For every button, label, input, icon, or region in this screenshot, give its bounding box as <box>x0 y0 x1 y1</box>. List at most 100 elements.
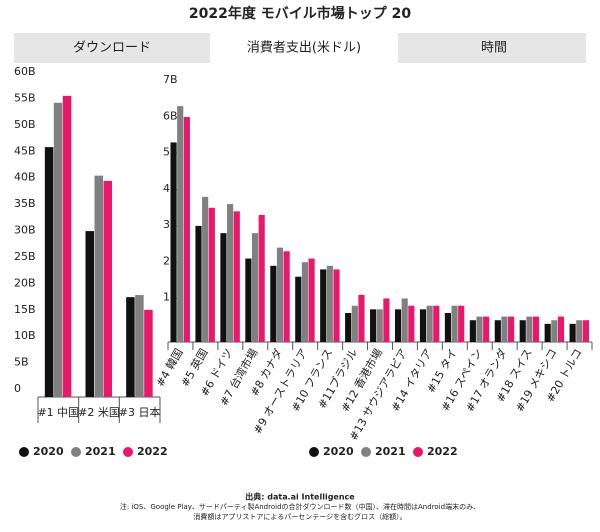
bar <box>483 316 490 342</box>
y-tick-label: 45B <box>14 144 36 157</box>
y-tick-label: 20B <box>14 276 36 289</box>
bar <box>383 298 390 342</box>
y-tick-label: 10B <box>14 329 36 342</box>
bar <box>370 309 377 342</box>
bar <box>126 297 135 397</box>
bar <box>308 258 315 342</box>
title: 2022年度 モバイル市場トップ 20 <box>189 5 411 22</box>
bar <box>569 323 576 342</box>
bar <box>519 320 526 342</box>
bar <box>333 269 340 342</box>
y-tick-label: 15B <box>14 303 36 316</box>
legend-swatch <box>309 447 319 457</box>
bar <box>170 142 177 342</box>
y-tick-label: 25B <box>14 250 36 263</box>
y-tick-label: 5B <box>14 356 29 369</box>
bar <box>144 309 153 397</box>
bar <box>419 309 427 342</box>
bar <box>444 312 451 342</box>
bar <box>320 269 327 342</box>
bar <box>295 276 302 342</box>
bar <box>458 305 465 342</box>
legend-swatch <box>123 447 133 457</box>
legend-label: 2022 <box>427 445 458 458</box>
bar <box>408 305 415 342</box>
bar <box>326 265 333 342</box>
x-tick-label: #2 米国 <box>78 406 120 419</box>
active-tab-bg <box>210 33 398 63</box>
bar <box>233 211 240 342</box>
bar <box>62 95 72 397</box>
bar <box>426 305 433 342</box>
bar <box>544 323 551 342</box>
bar <box>576 320 583 342</box>
tab[interactable]: ダウンロード <box>73 41 151 56</box>
bar <box>135 295 144 397</box>
bar <box>469 320 476 342</box>
bar <box>301 262 309 342</box>
bar <box>276 247 284 342</box>
bar <box>283 251 290 342</box>
legend-label: 2020 <box>33 445 64 458</box>
legend-swatch <box>71 447 81 457</box>
y-tick-label: 0 <box>14 382 21 395</box>
note: 消費額はアプリストアによるパーセンテージを含むグロス（総額）。 <box>193 512 406 521</box>
bar <box>245 258 252 342</box>
tab-active[interactable]: 消費者支出(米ドル) <box>247 41 361 56</box>
bar <box>526 316 533 342</box>
y-tick-label: 7B <box>163 73 178 86</box>
bar <box>345 312 352 342</box>
bar <box>476 316 483 342</box>
y-tick-label: 35B <box>14 197 36 210</box>
bar <box>183 117 190 343</box>
legend-swatch <box>413 447 423 457</box>
tab[interactable]: 時間 <box>481 41 507 56</box>
source: 出典: data.ai Intelligence <box>245 492 355 502</box>
bar <box>376 309 383 342</box>
bar <box>451 305 458 342</box>
legend-swatch <box>361 447 371 457</box>
bar <box>501 316 508 342</box>
y-tick-label: 30B <box>14 224 36 237</box>
bar <box>270 265 277 342</box>
bar <box>351 305 358 342</box>
legend-label: 2020 <box>323 445 354 458</box>
bar <box>251 233 259 342</box>
y-tick-label: 6B <box>163 109 178 122</box>
bar <box>433 305 440 342</box>
legend-label: 2021 <box>375 445 406 458</box>
bar <box>508 316 515 342</box>
bar <box>53 102 63 398</box>
y-tick-label: 50B <box>14 118 36 131</box>
bar <box>202 196 209 342</box>
bar <box>208 207 215 342</box>
bar <box>220 233 227 342</box>
bar <box>401 298 408 342</box>
bar <box>582 320 590 342</box>
legend-label: 2021 <box>85 445 116 458</box>
bar <box>94 175 103 397</box>
bar <box>551 320 558 342</box>
bar <box>394 309 402 342</box>
bar <box>227 204 234 342</box>
bar <box>494 320 501 342</box>
bar <box>258 215 265 342</box>
legend-swatch <box>19 447 29 457</box>
y-tick-label: 60B <box>14 65 36 78</box>
bar <box>358 294 365 342</box>
bar <box>532 316 540 342</box>
note: 注: iOS、Google Play、サードパーティ製Androidの合計ダウン… <box>120 502 480 511</box>
bar <box>195 225 202 342</box>
bar <box>103 180 112 397</box>
bar <box>85 231 94 397</box>
bar <box>177 106 184 343</box>
bar <box>44 147 54 397</box>
x-tick-label: #1 中国 <box>37 406 79 419</box>
legend-label: 2022 <box>137 445 168 458</box>
y-tick-label: 40B <box>14 171 36 184</box>
bar <box>557 316 565 342</box>
x-tick-label: #3 日本 <box>119 405 161 419</box>
y-tick-label: 55B <box>14 91 36 104</box>
